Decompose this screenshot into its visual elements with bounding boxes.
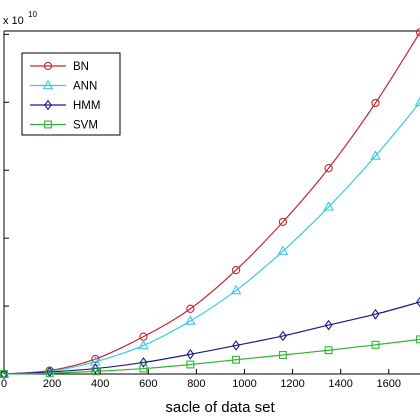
x-tick-label: 200: [43, 378, 61, 390]
data-point-hmm: [371, 308, 380, 320]
data-point-svm: [416, 335, 420, 344]
legend-marker-hmm: [44, 99, 52, 111]
legend-item-hmm: HMM: [30, 99, 100, 112]
data-point-bn: [231, 265, 241, 275]
data-point-svm: [45, 369, 54, 378]
data-point-svm: [232, 355, 240, 364]
data-point-ann: [138, 339, 149, 350]
data-point-ann: [277, 245, 289, 255]
data-point-svm: [91, 367, 100, 376]
y-ticks: [4, 33, 9, 307]
data-point-ann: [185, 315, 196, 325]
legend-marker-svm: [44, 120, 52, 129]
data-point-hmm: [91, 363, 100, 374]
legend: BN ANN HMM SVM: [21, 52, 121, 136]
data-point-svm: [324, 346, 333, 355]
data-point-bn: [91, 354, 100, 364]
data-point-hmm: [324, 319, 333, 331]
x-ticks: 0 200 400 600 800 1000 1200 1400 1600: [1, 369, 401, 390]
data-point-ann: [323, 201, 334, 211]
series-line-bn: [3, 32, 420, 375]
x-tick-label: 600: [139, 378, 157, 390]
legend-item-ann: ANN: [30, 79, 97, 93]
data-point-ann: [230, 284, 242, 295]
x-tick-label: 1000: [232, 378, 256, 390]
series-group: [0, 28, 420, 380]
y-multiplier-label: x 10: [3, 15, 24, 27]
x-axis-title: sacle of data set: [165, 399, 275, 416]
data-point-svm: [278, 351, 287, 359]
x-tick-label: 400: [91, 378, 109, 390]
data-point-bn: [371, 98, 380, 108]
data-point-bn: [324, 164, 333, 173]
data-point-svm: [0, 370, 8, 378]
data-point-bn: [278, 217, 288, 227]
data-point-ann: [414, 96, 420, 107]
y-exponent-label: 10: [28, 10, 37, 19]
legend-label-ann: ANN: [73, 81, 97, 93]
x-tick-label: 800: [187, 378, 205, 390]
data-point-svm: [139, 364, 148, 373]
data-point-svm: [186, 360, 195, 369]
series-hmm: [0, 296, 420, 380]
series-line-ann: [3, 101, 420, 375]
series-line-hmm: [3, 301, 420, 375]
legend-label-hmm: HMM: [73, 100, 100, 112]
series-svm: [0, 335, 420, 378]
data-point-bn: [186, 304, 195, 313]
legend-label-svm: SVM: [73, 120, 98, 132]
data-point-hmm: [232, 340, 240, 351]
data-point-ann: [370, 150, 381, 160]
data-point-svm: [371, 340, 380, 349]
data-point-hmm: [0, 368, 8, 380]
x-tick-label: 1600: [376, 378, 400, 390]
legend-item-bn: BN: [30, 61, 89, 73]
series-line-svm: [3, 338, 420, 375]
data-point-hmm: [186, 348, 195, 360]
x-tick-label: 1400: [328, 378, 352, 390]
data-point-hmm: [416, 296, 420, 308]
x-tick-label: 1200: [280, 378, 304, 390]
data-point-hmm: [279, 330, 287, 342]
legend-marker-ann: [42, 79, 54, 90]
series-ann: [0, 96, 420, 378]
legend-label-bn: BN: [73, 61, 89, 73]
x-tick-label: 0: [1, 378, 7, 390]
legend-marker-bn: [43, 61, 53, 71]
data-point-hmm: [139, 357, 148, 368]
legend-item-svm: SVM: [30, 120, 98, 132]
legend-box: [21, 52, 121, 136]
plot-area: 0 200 400 600 800 1000 1200 1400 1600: [0, 28, 420, 390]
